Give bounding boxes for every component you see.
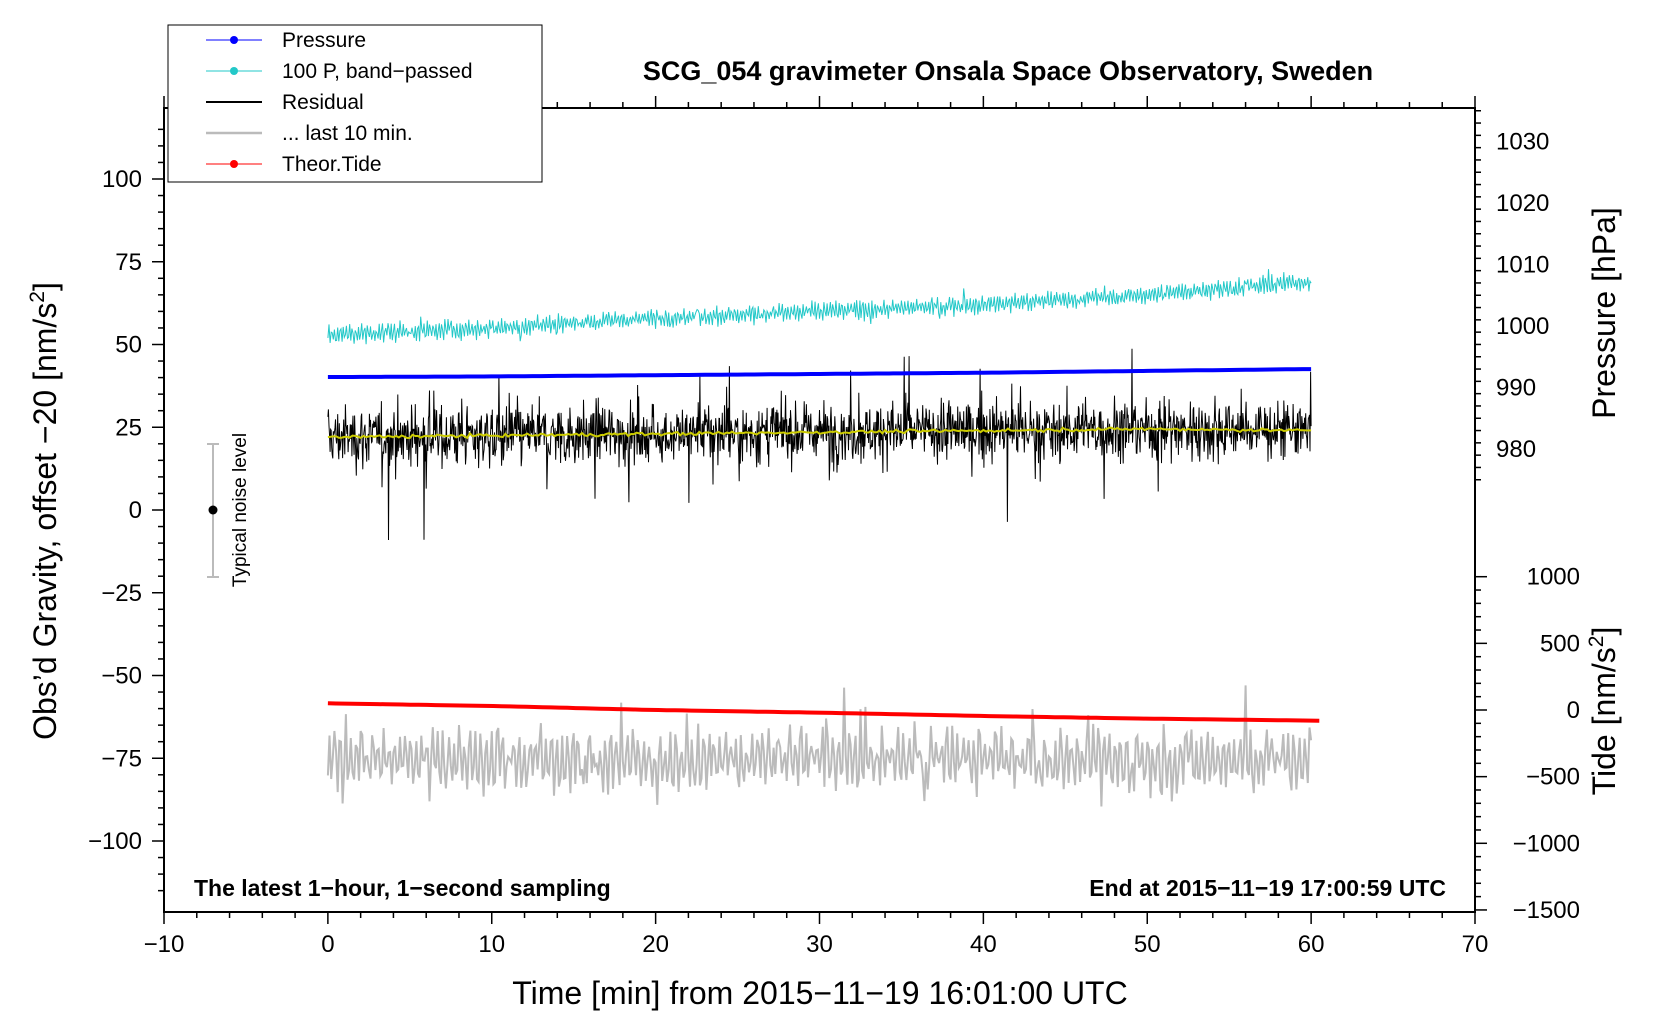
y-tick-label-left: −100 — [88, 828, 142, 855]
pressure-tick-label: 1010 — [1496, 252, 1549, 279]
series-residual-line — [327, 348, 1312, 541]
tide-axis-title-end: ] — [1586, 627, 1622, 636]
y-axis-title-left-main: Obs’d Gravity, offset −20 [nm/s — [27, 303, 63, 740]
y-tick-label-left: 0 — [129, 497, 142, 524]
series-last10min-line — [326, 685, 1313, 807]
pressure-axis-title: Pressure [hPa] — [1586, 207, 1622, 419]
tide-axis-title: Tide [nm/s2] — [1585, 627, 1622, 796]
pressure-tick-label: 980 — [1496, 436, 1536, 463]
tide-tick-label: 1000 — [1527, 564, 1580, 591]
y-tick-label-left: −25 — [101, 580, 142, 607]
x-axis-title: Time [min] from 2015−11−19 16:01:00 UTC — [512, 975, 1127, 1011]
legend-label: Theor.Tide — [282, 153, 382, 176]
annotation-right: End at 2015−11−19 17:00:59 UTC — [1089, 875, 1446, 901]
x-tick-label: 0 — [321, 931, 334, 958]
legend-marker — [230, 160, 238, 168]
legend-label: Pressure — [282, 29, 366, 52]
axis-ticks: −10 0 10 20 30 40 50 60 70−100−75−50−25025507510… — [88, 96, 1580, 958]
x-tick-label: 40 — [970, 931, 997, 958]
tide-axis-title-sup: 2 — [1585, 636, 1608, 648]
y-tick-label-left: 25 — [115, 414, 142, 441]
series-pressure-bandpassed-line — [327, 269, 1312, 345]
x-tick-label: −10 — [144, 931, 185, 958]
tide-tick-label: −1000 — [1513, 830, 1580, 857]
tide-tick-label: −1500 — [1513, 897, 1580, 924]
legend-label: 100 P, band−passed — [282, 60, 473, 83]
legend-entries: Pressure 100 P, band−passed Residual ... la… — [206, 29, 473, 176]
legend-box — [167, 24, 543, 183]
y-tick-label-left: −75 — [101, 745, 142, 772]
legend: Pressure 100 P, band−passed Residual ... la… — [167, 24, 543, 183]
pressure-tick-label: 990 — [1496, 375, 1536, 402]
series-pressure-line — [327, 367, 1312, 379]
series-theor-tide-line — [327, 701, 1320, 723]
tide-tick-label: 500 — [1540, 630, 1580, 657]
noise-level-indicator: Typical noise level — [207, 433, 251, 587]
legend-label: Residual — [282, 91, 364, 114]
pressure-tick-label: 1020 — [1496, 190, 1549, 217]
tide-axis-title-main: Tide [nm/s — [1586, 647, 1622, 795]
tide-tick-label: −500 — [1526, 764, 1580, 791]
x-tick-label: 60 — [1298, 931, 1325, 958]
noise-level-label: Typical noise level — [230, 433, 251, 587]
legend-marker — [230, 36, 238, 44]
x-tick-label: 20 — [642, 931, 669, 958]
y-axis-title-left-end: ] — [27, 282, 63, 291]
x-tick-label: 50 — [1134, 931, 1161, 958]
pressure-tick-label: 1000 — [1496, 313, 1549, 340]
y-axis-title-left-sup: 2 — [26, 291, 49, 303]
pressure-tick-label: 1030 — [1496, 129, 1549, 156]
series-layer — [326, 269, 1320, 807]
noise-bar-center — [208, 505, 218, 515]
plot-frame — [163, 107, 1476, 913]
x-tick-label: 70 — [1462, 931, 1489, 958]
y-tick-label-left: 100 — [102, 166, 142, 193]
y-tick-label-left: −50 — [101, 663, 142, 690]
y-tick-label-left: 50 — [115, 332, 142, 359]
y-tick-label-left: 75 — [115, 249, 142, 276]
tide-tick-label: 0 — [1567, 697, 1580, 724]
chart-title: SCG_054 gravimeter Onsala Space Observat… — [643, 56, 1373, 86]
y-axis-title-left: Obs’d Gravity, offset −20 [nm/s2] — [26, 282, 63, 740]
legend-marker — [230, 67, 238, 75]
x-tick-label: 30 — [806, 931, 833, 958]
series-residual-smoothed-line — [327, 426, 1312, 440]
legend-label: ... last 10 min. — [282, 122, 413, 145]
x-tick-label: 10 — [478, 931, 505, 958]
annotation-left: The latest 1−hour, 1−second sampling — [194, 875, 611, 901]
